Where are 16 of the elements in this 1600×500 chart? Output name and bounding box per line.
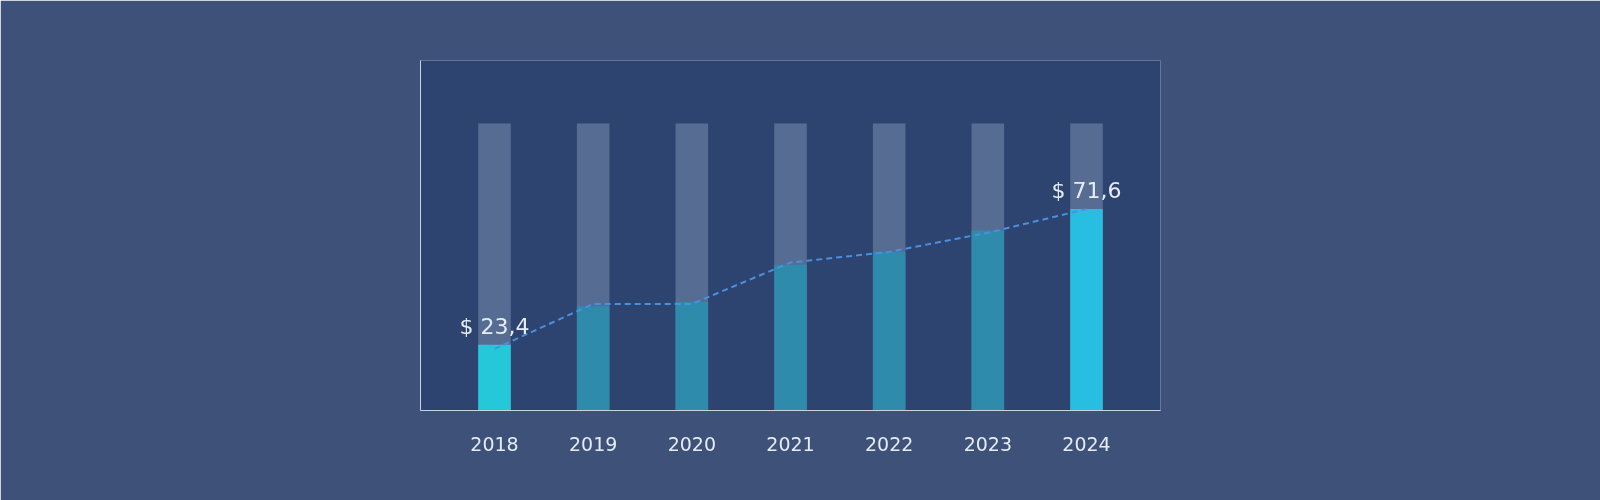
- data-label: $ 23,4: [459, 313, 530, 339]
- x-tick-label: 2019: [568, 432, 618, 455]
- x-tick-label: 2020: [667, 432, 717, 455]
- bar: [576, 306, 610, 411]
- bar: [478, 344, 511, 411]
- x-tick-label: 2018: [470, 432, 519, 455]
- data-label: $ 71,6: [1051, 178, 1122, 204]
- x-tick-label: 2022: [864, 432, 914, 455]
- x-tick-label: 2023: [963, 432, 1013, 455]
- x-tick-label: 2021: [766, 432, 815, 455]
- bar: [971, 230, 1005, 411]
- x-tick-label: 2024: [1062, 432, 1111, 455]
- bar: [872, 251, 906, 411]
- bar: [774, 264, 807, 411]
- bar: [1070, 209, 1103, 411]
- bar: [675, 301, 709, 411]
